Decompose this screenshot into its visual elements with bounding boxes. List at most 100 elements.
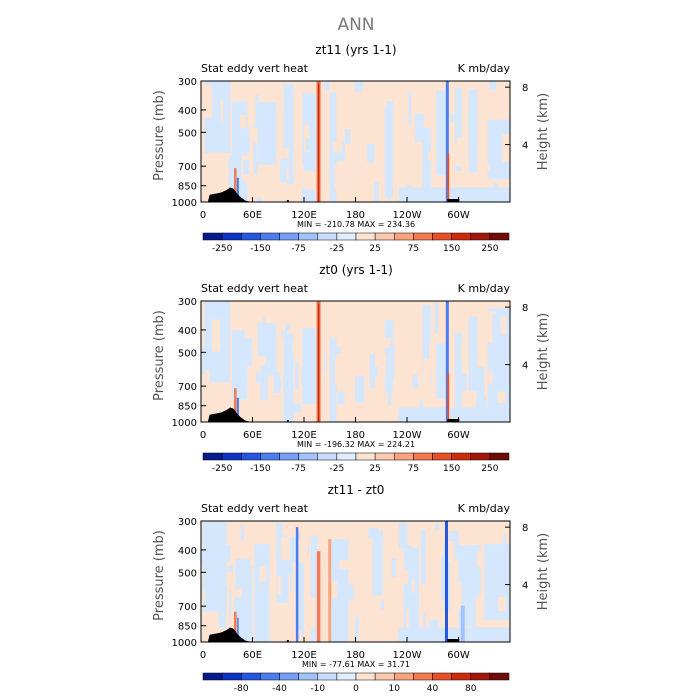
colorbar-swatch	[336, 672, 357, 681]
panel-subtitle-right: K mb/day	[458, 62, 511, 75]
colorbar-label: 75	[408, 244, 419, 254]
panel-subtitle-right: K mb/day	[458, 502, 511, 515]
field-patch	[468, 104, 475, 136]
field-patch	[301, 369, 310, 385]
field-patch	[251, 392, 262, 403]
field-patch	[294, 123, 301, 156]
colorbar-swatch	[413, 232, 433, 241]
field-blue-region	[257, 102, 277, 165]
y-tick-label: 500	[178, 128, 197, 139]
colorbar-swatch	[260, 232, 280, 241]
field-blue-column	[295, 527, 299, 642]
field-patch	[391, 558, 397, 578]
y-right-tick-label: 4	[522, 361, 528, 372]
colorbar-label: -25	[330, 244, 345, 254]
field-patch	[387, 191, 390, 202]
field-blue-region	[329, 539, 349, 642]
field-patch	[429, 343, 434, 374]
colorbar-label: 150	[443, 464, 460, 474]
field-patch	[330, 346, 341, 354]
field-patch	[351, 411, 359, 422]
field-blue-region	[310, 535, 318, 642]
x-tick-label: 120E	[291, 430, 316, 441]
x-tick-label: 180	[346, 210, 365, 221]
field-patch	[475, 595, 484, 628]
x-tick-label: 120W	[393, 430, 422, 441]
field-patch	[203, 590, 206, 601]
field-patch	[260, 602, 264, 630]
field-patch	[482, 163, 490, 170]
y-tick-label: 300	[178, 297, 197, 308]
field-blue-region	[468, 316, 478, 392]
colorbar-swatch	[221, 232, 242, 241]
colorbar-label: -75	[291, 244, 306, 254]
field-patch	[505, 365, 510, 395]
field-patch	[395, 305, 406, 336]
y-tick-label: 400	[178, 546, 197, 557]
field-patch	[249, 549, 253, 567]
colorbar-label: 25	[369, 464, 380, 474]
x-tick-label: 60E	[243, 430, 262, 441]
field-patch	[449, 320, 454, 339]
field-patch	[501, 133, 510, 162]
colorbar-swatch	[298, 672, 318, 681]
field-patch	[450, 143, 457, 166]
field-blue-column	[236, 397, 239, 422]
colorbar-swatch	[202, 232, 223, 241]
colorbar-swatch	[279, 452, 299, 461]
colorbar-label: 25	[369, 244, 380, 254]
field-surface-band	[398, 407, 510, 422]
y-axis-label: Pressure (mb)	[152, 310, 167, 401]
colorbar-swatch	[221, 672, 242, 681]
field-patch	[256, 197, 262, 202]
field-patch	[276, 523, 283, 559]
colorbar-label: 40	[427, 684, 439, 694]
field-patch	[301, 162, 304, 182]
colorbar-label: -40	[272, 684, 287, 694]
panel-subtitle-left: Stat eddy vert heat	[201, 282, 309, 295]
field-patch	[240, 115, 247, 129]
field-blue-column	[460, 605, 465, 642]
colorbar-label: -150	[250, 244, 271, 254]
field-patch	[234, 597, 244, 629]
field-patch	[368, 528, 379, 539]
colorbar-swatch	[394, 452, 414, 461]
field-patch	[244, 309, 249, 342]
field-blue-region	[329, 338, 337, 422]
y-right-tick-label: 8	[522, 83, 528, 94]
colorbar-swatch	[241, 452, 261, 461]
colorbar-swatch	[413, 452, 433, 461]
colorbar-swatch	[451, 672, 471, 681]
field-patch	[385, 130, 388, 150]
colorbar-swatch	[489, 452, 510, 461]
panel-subtitle-right: K mb/day	[458, 282, 511, 295]
field-patch	[476, 396, 487, 408]
field-patch	[355, 376, 365, 403]
colorbar-swatch	[394, 672, 414, 681]
panel-title: zt11 - zt0	[328, 483, 385, 497]
colorbar-swatch	[279, 672, 299, 681]
heatmap-field	[201, 301, 510, 422]
colorbar-label: -25	[330, 464, 345, 474]
field-patch	[345, 103, 348, 134]
colorbar-swatch	[432, 232, 452, 241]
panel-2: zt0 (yrs 1-1) Stat eddy vert heat K mb/day…	[152, 263, 551, 474]
field-blue-region	[372, 530, 383, 596]
y-tick-label: 700	[178, 382, 197, 393]
panel-1: zt11 (yrs 1-1) Stat eddy vert heat K mb/da…	[152, 43, 551, 254]
field-patch	[485, 311, 496, 343]
topography	[447, 419, 460, 422]
field-patch	[395, 562, 404, 578]
colorbar-swatch	[355, 672, 376, 681]
field-patch	[419, 609, 424, 638]
field-patch	[303, 124, 310, 153]
field-blue-region	[384, 320, 394, 393]
y-right-axis-label: Height (km)	[536, 93, 551, 170]
field-patch	[334, 358, 340, 384]
field-blue-region	[295, 562, 304, 637]
field-patch	[307, 545, 310, 554]
colorbar-label: 10	[389, 684, 401, 694]
field-patch	[369, 597, 376, 634]
field-patch	[256, 372, 260, 384]
